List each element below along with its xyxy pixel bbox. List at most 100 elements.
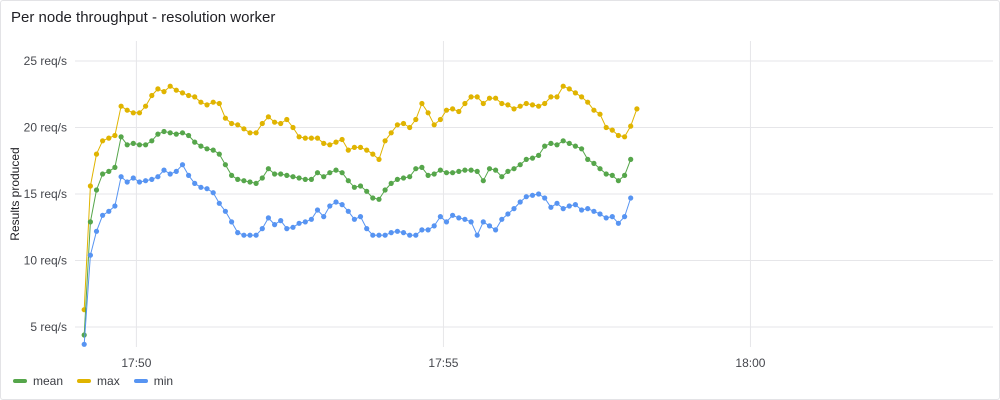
data-point-mean [222, 162, 228, 168]
legend-label-mean: mean [33, 374, 64, 388]
data-point-min [603, 215, 609, 221]
data-point-min [628, 195, 634, 201]
data-point-mean [155, 131, 161, 137]
data-point-mean [591, 160, 597, 166]
data-point-max [290, 124, 296, 131]
data-point-mean [548, 140, 554, 146]
data-point-min [118, 174, 124, 180]
data-point-mean [100, 171, 106, 177]
data-point-mean [87, 219, 93, 225]
data-point-max [241, 126, 247, 132]
data-point-max [118, 103, 124, 109]
data-point-max [87, 183, 93, 189]
data-point-mean [204, 146, 210, 152]
data-point-min [468, 219, 474, 225]
data-point-mean [628, 156, 634, 162]
data-point-max [572, 90, 579, 96]
y-tick-label: 15 req/s [24, 187, 67, 201]
data-point-max [450, 106, 456, 112]
data-point-min [357, 214, 364, 220]
data-point-min [382, 232, 388, 238]
data-point-max [130, 110, 136, 116]
data-point-mean [529, 155, 536, 161]
data-point-max [493, 95, 499, 101]
data-point-max [628, 123, 634, 129]
legend-item-max[interactable]: max [77, 374, 120, 388]
data-point-min [370, 232, 376, 238]
data-point-min [585, 206, 591, 212]
data-point-max [419, 100, 425, 107]
data-point-min [314, 207, 321, 213]
data-point-mean [443, 170, 450, 176]
data-point-mean [615, 178, 622, 184]
data-point-mean [284, 172, 290, 178]
data-point-min [87, 252, 93, 258]
data-point-mean [314, 170, 321, 176]
y-tick-label: 25 req/s [24, 54, 67, 68]
data-point-min [229, 219, 235, 225]
data-point-mean [622, 172, 628, 178]
data-point-max [296, 134, 302, 140]
legend-item-min[interactable]: min [133, 374, 173, 388]
data-point-max [204, 102, 210, 108]
data-point-max [321, 140, 327, 146]
data-point-min [173, 168, 179, 174]
data-point-mean [345, 178, 351, 184]
data-point-mean [437, 167, 443, 173]
data-point-mean [302, 176, 308, 182]
legend-label-max: max [97, 374, 120, 388]
series-line-mean [83, 131, 632, 336]
data-point-min [579, 207, 585, 213]
data-point-mean [321, 174, 327, 180]
data-point-min [106, 208, 112, 214]
data-point-min [100, 212, 106, 218]
y-tick-label: 5 req/s [30, 320, 67, 334]
data-point-mean [229, 172, 235, 178]
data-point-max [542, 100, 548, 107]
data-point-max [474, 94, 480, 100]
data-point-min [210, 190, 216, 196]
y-axis-label: Results produced [8, 147, 22, 240]
data-point-mean [499, 174, 505, 180]
data-point-min [615, 220, 622, 226]
data-point-max [173, 87, 179, 93]
data-point-mean [419, 164, 425, 170]
legend-swatch-max [77, 379, 92, 383]
data-point-max [198, 99, 204, 105]
data-point-max [259, 120, 265, 127]
data-point-mean [247, 179, 253, 185]
data-point-min [339, 202, 345, 208]
data-point-max [425, 110, 431, 116]
data-point-mean [450, 170, 456, 176]
data-point-max [364, 147, 370, 153]
data-point-mean [579, 146, 585, 152]
data-point-mean [253, 180, 259, 186]
data-point-mean [468, 167, 474, 173]
data-point-mean [585, 156, 591, 162]
data-point-max [100, 138, 106, 144]
data-point-max [278, 120, 284, 127]
data-point-max [192, 94, 198, 100]
data-point-min [597, 211, 603, 217]
data-point-max [480, 100, 486, 107]
data-point-min [296, 220, 302, 226]
data-point-min [321, 214, 327, 220]
panel-title[interactable]: Per node throughput - resolution worker [11, 9, 276, 26]
data-point-mean [376, 196, 382, 202]
data-point-mean [149, 138, 155, 144]
data-point-max [155, 86, 161, 92]
data-point-mean [413, 166, 419, 172]
data-point-min [112, 203, 118, 209]
data-point-mean [456, 168, 462, 174]
data-point-min [511, 206, 517, 212]
data-point-max [462, 100, 468, 107]
data-point-min [302, 219, 308, 225]
data-point-max [314, 135, 321, 141]
data-point-mean [216, 151, 222, 157]
x-tick-label: 17:55 [428, 356, 458, 370]
data-point-max [591, 107, 597, 113]
legend-item-mean[interactable]: mean [13, 374, 63, 388]
data-point-min [351, 216, 357, 222]
data-point-min [505, 211, 511, 217]
